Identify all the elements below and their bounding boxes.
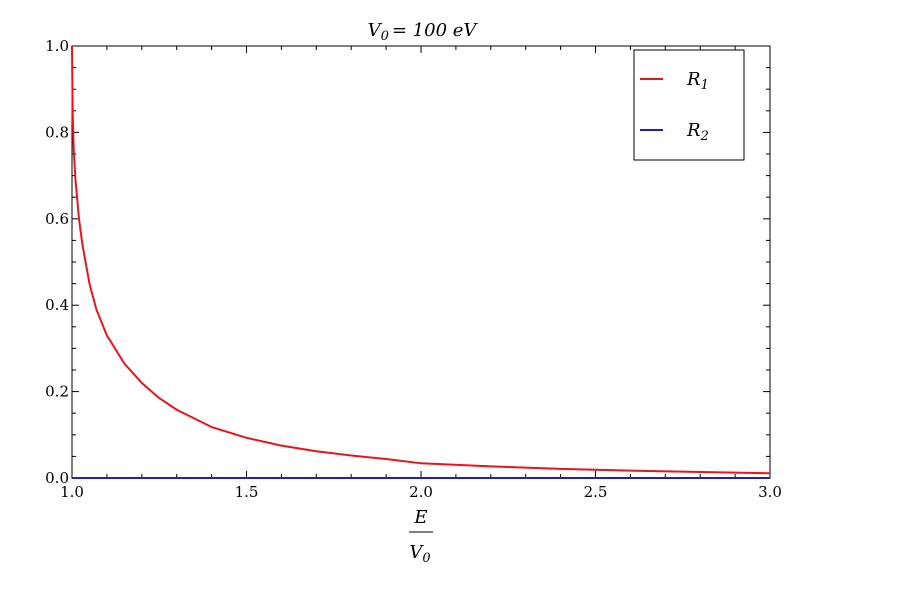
x-label-denominator-base: V [409, 542, 424, 563]
x-axis-label: E V0 [409, 507, 433, 566]
chart-title-base: V [368, 20, 383, 41]
chart-title: V0 = 100 eV [368, 20, 479, 44]
x-tick-label: 2.0 [409, 483, 433, 501]
y-tick-label: 0.0 [45, 469, 69, 487]
legend-box [633, 49, 745, 161]
x-tick-label: 2.5 [584, 483, 608, 501]
series-line-r1 [71, 45, 771, 475]
chart-title-rest: = 100 eV [392, 20, 479, 41]
series-group [71, 45, 771, 479]
legend-label-r2: R2 [686, 120, 709, 144]
y-tick-label: 0.6 [45, 210, 69, 228]
legend: R1 R2 [633, 49, 745, 161]
y-tick-label: 0.8 [45, 123, 69, 141]
legend-label-r2-base: R [686, 120, 701, 141]
y-tick-label: 0.4 [45, 296, 69, 314]
axis-tick-labels: 1.0 1.5 2.0 2.5 3.0 0.0 0.2 0.4 0.6 0.8 1.0 [45, 37, 782, 501]
x-label-denominator-sub: 0 [422, 551, 430, 566]
x-tick-label: 1.0 [60, 483, 84, 501]
x-label-denominator: V0 [409, 542, 430, 566]
x-label-numerator: E [413, 507, 427, 528]
legend-label-r1-sub: 1 [701, 78, 709, 93]
chart-title-sub: 0 [381, 29, 389, 44]
legend-label-r1: R1 [686, 69, 709, 93]
x-tick-label: 3.0 [758, 483, 782, 501]
y-tick-label: 0.2 [45, 383, 69, 401]
legend-label-r1-base: R [686, 69, 701, 90]
x-tick-label: 1.5 [235, 483, 259, 501]
y-tick-label: 1.0 [45, 37, 69, 55]
legend-label-r2-sub: 2 [700, 129, 709, 144]
